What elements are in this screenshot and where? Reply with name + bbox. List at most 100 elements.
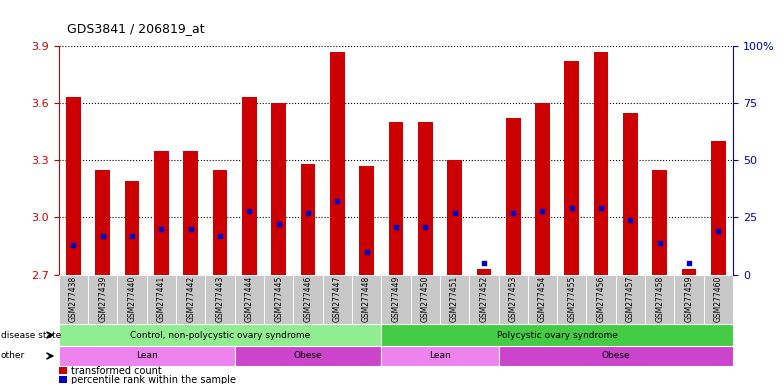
Text: GSM277459: GSM277459 (684, 276, 694, 323)
Bar (682, 269, 696, 275)
Bar (118, 275, 147, 324)
Point (125, 233, 138, 239)
Bar (615, 275, 645, 324)
Bar (234, 275, 264, 324)
Text: GSM277455: GSM277455 (568, 276, 576, 323)
Bar (205, 275, 234, 324)
Bar (586, 275, 615, 324)
Bar (564, 61, 579, 275)
Bar (381, 275, 411, 324)
Text: disease state: disease state (1, 331, 61, 339)
Text: GDS3841 / 206819_at: GDS3841 / 206819_at (67, 22, 205, 35)
Text: Obese: Obese (601, 351, 630, 361)
Text: GSM277440: GSM277440 (128, 276, 136, 323)
Bar (88, 275, 118, 324)
Bar (352, 275, 381, 324)
Text: GSM277445: GSM277445 (274, 276, 283, 323)
Text: GSM277451: GSM277451 (450, 276, 459, 322)
Bar (125, 181, 140, 275)
Point (390, 223, 402, 230)
Text: GSM277448: GSM277448 (362, 276, 371, 322)
Bar (469, 275, 499, 324)
Text: GSM277444: GSM277444 (245, 276, 254, 323)
Point (712, 228, 724, 234)
Bar (59, 275, 88, 324)
Text: percentile rank within the sample: percentile rank within the sample (71, 374, 236, 384)
Text: Lean: Lean (136, 351, 158, 361)
Text: GSM277452: GSM277452 (479, 276, 488, 322)
Bar (535, 103, 550, 275)
Bar (330, 52, 345, 275)
Bar (59, 324, 381, 346)
Bar (645, 275, 674, 324)
Point (272, 221, 285, 227)
Text: transformed count: transformed count (71, 366, 162, 376)
Bar (477, 269, 492, 275)
Point (184, 226, 197, 232)
Bar (499, 275, 528, 324)
Bar (674, 275, 704, 324)
Bar (242, 98, 256, 275)
Bar (66, 98, 81, 275)
Bar (147, 275, 176, 324)
Point (302, 210, 314, 216)
Bar (381, 324, 733, 346)
Bar (59, 346, 234, 366)
Text: Lean: Lean (429, 351, 451, 361)
Bar (183, 151, 198, 275)
Point (654, 240, 666, 246)
Text: other: other (1, 351, 25, 361)
Text: GSM277457: GSM277457 (626, 276, 635, 323)
Bar (59, 367, 67, 374)
Text: GSM277450: GSM277450 (421, 276, 430, 323)
Point (96, 233, 109, 239)
Text: GSM277442: GSM277442 (187, 276, 195, 322)
Bar (389, 122, 403, 275)
Bar (557, 275, 586, 324)
Bar (593, 52, 608, 275)
Bar (359, 166, 374, 275)
Bar (418, 122, 433, 275)
Text: GSM277449: GSM277449 (391, 276, 401, 323)
Point (331, 199, 343, 205)
Bar (506, 118, 521, 275)
Bar (271, 103, 286, 275)
Text: Polycystic ovary syndrome: Polycystic ovary syndrome (497, 331, 618, 339)
Point (683, 260, 695, 266)
Point (361, 248, 373, 255)
Bar (176, 275, 205, 324)
Text: GSM277446: GSM277446 (303, 276, 313, 323)
Bar (447, 161, 462, 275)
Text: GSM277441: GSM277441 (157, 276, 166, 322)
Point (448, 210, 461, 216)
Text: GSM277456: GSM277456 (597, 276, 605, 323)
Point (536, 207, 549, 214)
Bar (59, 376, 67, 383)
Text: Obese: Obese (294, 351, 322, 361)
Point (67, 242, 80, 248)
Bar (96, 170, 110, 275)
Bar (440, 275, 469, 324)
Point (214, 233, 227, 239)
Text: GSM277453: GSM277453 (509, 276, 517, 323)
Bar (711, 141, 726, 275)
Bar (293, 275, 323, 324)
Bar (264, 275, 293, 324)
Point (477, 260, 490, 266)
Bar (381, 346, 499, 366)
Text: GSM277443: GSM277443 (216, 276, 224, 323)
Point (243, 207, 256, 214)
Text: GSM277439: GSM277439 (98, 276, 107, 323)
Bar (154, 151, 169, 275)
Bar (323, 275, 352, 324)
Point (565, 205, 578, 211)
Bar (300, 164, 315, 275)
Text: GSM277454: GSM277454 (538, 276, 547, 323)
Text: GSM277438: GSM277438 (69, 276, 78, 322)
Bar (234, 346, 381, 366)
Point (155, 226, 168, 232)
Point (595, 205, 608, 211)
Bar (411, 275, 440, 324)
Text: GSM277458: GSM277458 (655, 276, 664, 322)
Bar (704, 275, 733, 324)
